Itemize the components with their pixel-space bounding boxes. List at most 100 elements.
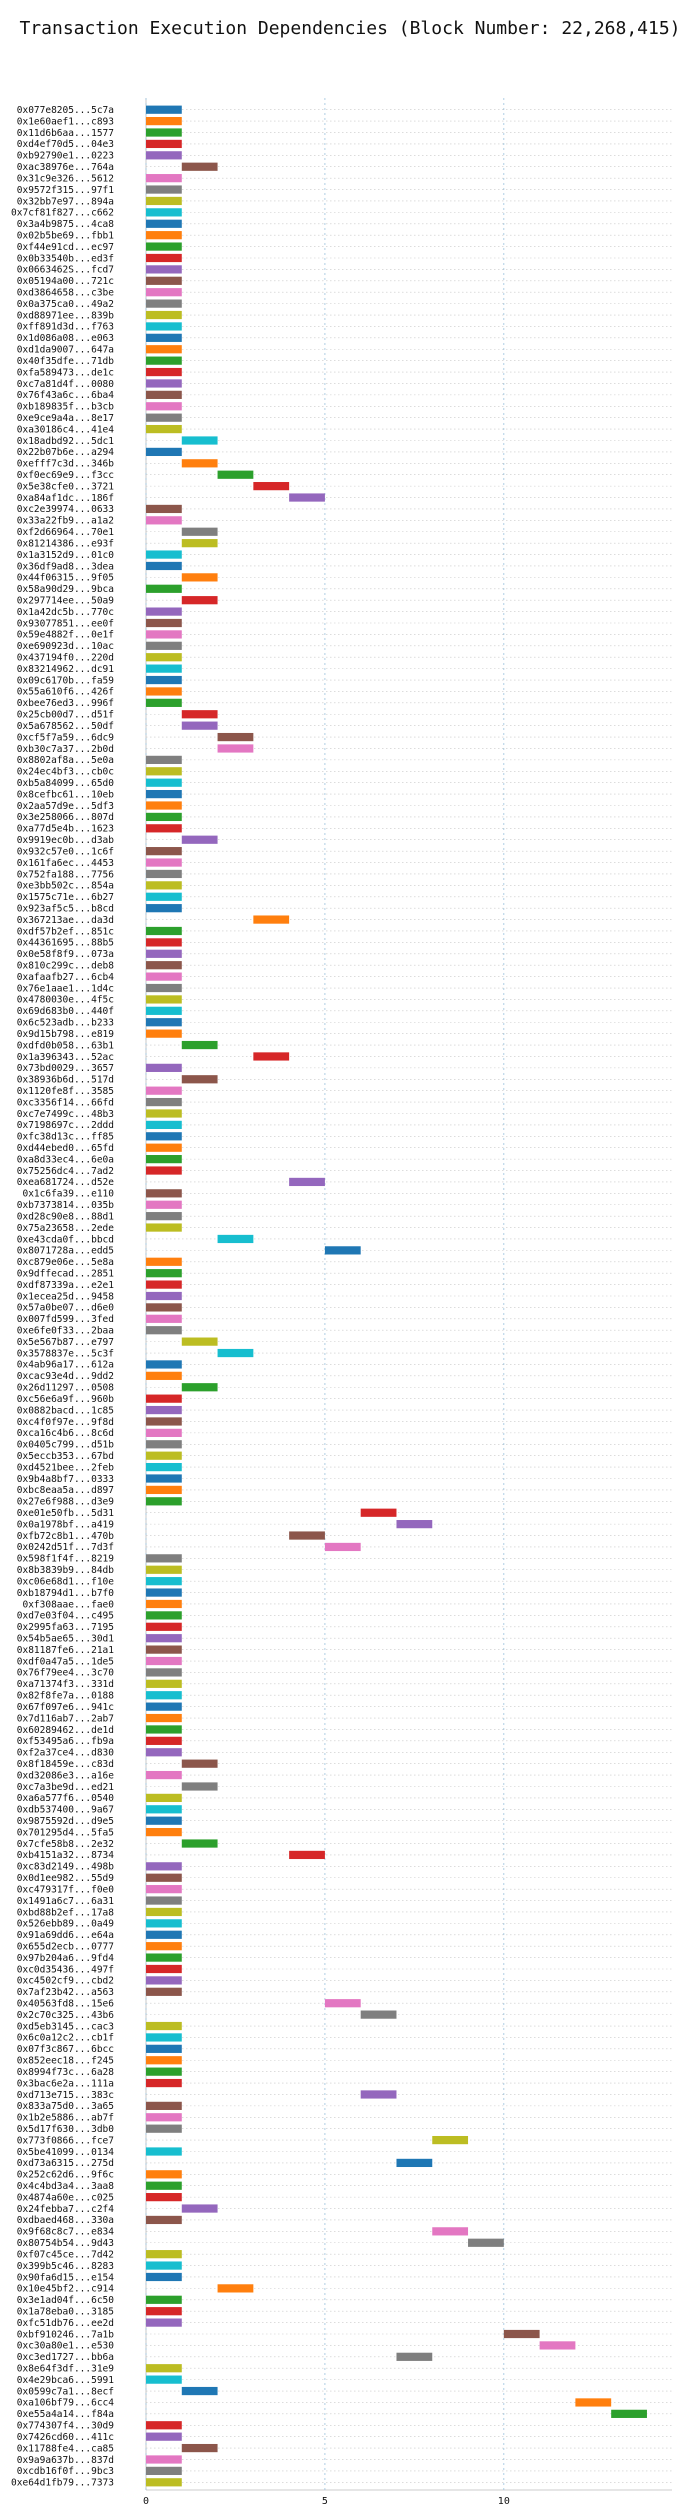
transaction-label: 0xf07c45ce...7d42 [17, 2249, 114, 2260]
dependency-bar [146, 1736, 182, 1745]
dependency-bar [146, 641, 182, 650]
dependency-bar [146, 630, 182, 639]
transaction-label: 0x3e1ad04f...6c50 [17, 2295, 115, 2306]
dependency-bar [181, 596, 218, 605]
dependency-bar [468, 2238, 504, 2247]
dependency-bar [146, 664, 182, 673]
transaction-label: 0xd4521bee...2feb [17, 1462, 115, 1473]
transaction-label: 0xa30186c4...41e4 [17, 424, 115, 435]
transaction-label: 0x297714ee...50a9 [17, 595, 115, 606]
transaction-label: 0xc0d35436...497f [17, 1964, 114, 1975]
dependency-bar [146, 2181, 182, 2190]
transaction-label: 0x0663462S...fcd7 [17, 265, 114, 276]
transaction-label: 0x02b5be69...fbb1 [17, 230, 115, 241]
dependency-bar [146, 1166, 182, 1175]
dependency-bar [181, 1075, 218, 1084]
transaction-label: 0x59e4882f...0e1f [17, 630, 114, 641]
dependency-bar [146, 1702, 182, 1711]
dependency-bar [146, 424, 182, 434]
transaction-label: 0xc3ed1727...bb6a [17, 2352, 114, 2363]
dependency-bar [146, 1428, 182, 1437]
dependency-bar [539, 2341, 576, 2350]
transaction-label: 0x1c6fa39...e110 [22, 1189, 114, 1200]
dependency-bar [146, 847, 182, 856]
dependency-bar [146, 1212, 182, 1221]
transaction-label: 0x2aa57d9e...5df3 [17, 801, 114, 812]
transaction-label: 0xfa589473...de1c [17, 367, 114, 378]
transaction-label: 0x923af5c5...b8cd [17, 903, 114, 914]
transaction-label: 0x11d6b6aa...1577 [17, 128, 114, 139]
transaction-label: 0xbd88b2ef...17a8 [17, 1907, 115, 1918]
dependency-bar [146, 892, 182, 901]
dependency-bar [396, 2158, 433, 2168]
transaction-label: 0x9919ec0b...d3ab [17, 835, 115, 846]
dependency-bar [217, 744, 254, 753]
transaction-label: 0xf2d66964...70e1 [17, 527, 115, 538]
dependency-bar [146, 1588, 182, 1597]
dependency-bar [146, 356, 182, 365]
transaction-label: 0x0b33540b...ed3f [17, 253, 114, 264]
transaction-label: 0x9a9a637b...837d [17, 2455, 114, 2466]
dependency-bar [146, 253, 182, 263]
dependency-bar [146, 242, 182, 251]
dependency-bar [146, 447, 182, 457]
dependency-bar [146, 1554, 182, 1563]
transaction-label: 0x1575c71e...6b27 [17, 892, 114, 903]
transaction-label: 0xf308aae...fae0 [22, 1599, 114, 1610]
dependency-bar [146, 1805, 182, 1814]
dependency-bar [146, 1394, 182, 1403]
dependency-bar [146, 1223, 182, 1232]
dependency-bar [217, 1234, 254, 1244]
dependency-bar [146, 972, 182, 981]
transaction-label: 0xd7e03f04...c495 [17, 1611, 114, 1622]
transaction-label: 0x1120fe8f...3585 [17, 1086, 114, 1097]
transaction-label: 0xd73a6315...275d [17, 2158, 114, 2169]
transaction-label: 0x82f8fe7a...0188 [17, 1691, 115, 1702]
dependency-bar [146, 1280, 182, 1289]
x-tick-label: 10 [498, 2496, 510, 2507]
transaction-label: 0x0a1978bf...a419 [17, 1519, 115, 1530]
transaction-label: 0x752fa188...7756 [17, 869, 115, 880]
transaction-label: 0x40563fd8...15e6 [17, 1999, 115, 2010]
dependency-bar [146, 1120, 182, 1130]
transaction-label: 0x76f43a6c...6ba4 [17, 390, 115, 401]
dependency-bar [146, 1896, 182, 1905]
transaction-label: 0x1d086a08...e063 [17, 333, 114, 344]
transaction-label: 0x58a90d29...9bca [17, 584, 114, 595]
dependency-bar [146, 1930, 182, 1939]
dependency-bar [146, 550, 182, 559]
dependency-bar [146, 1143, 182, 1152]
dependency-bar [146, 1862, 182, 1871]
transaction-label: 0x774307f4...30d9 [17, 2421, 115, 2432]
dependency-bar [146, 584, 182, 593]
dependency-bar [146, 938, 182, 947]
transaction-label: 0xf2a37ce4...d830 [17, 1748, 115, 1759]
dependency-bar [146, 322, 182, 331]
transaction-label: 0x81187fe6...21a1 [17, 1645, 115, 1656]
dependency-bar [146, 151, 182, 160]
transaction-label: 0x598f1f4f...8219 [17, 1554, 115, 1565]
dependency-bar [360, 2090, 397, 2099]
dependency-bar [146, 139, 182, 149]
transaction-label: 0x55a610f6...426f [17, 687, 114, 698]
transaction-label: 0xf53495a6...fb9a [17, 1736, 114, 1747]
dependency-bar [146, 2364, 182, 2373]
chart-title: Transaction Execution Dependencies (Bloc… [19, 18, 681, 39]
dependency-bar [146, 1417, 182, 1426]
transaction-label: 0xc479317f...f0e0 [17, 1884, 115, 1895]
dependency-bar [289, 1177, 325, 1187]
dependency-bar [146, 2021, 182, 2031]
dependency-bar [146, 2318, 182, 2327]
transaction-label: 0x3a4b9875...4ca8 [17, 219, 115, 230]
dependency-bar [146, 1793, 182, 1803]
transaction-label: 0xb92790e1...0223 [17, 151, 114, 162]
dependency-bar [146, 1474, 182, 1483]
transaction-label: 0x75256dc4...7ad2 [17, 1166, 114, 1177]
dependency-bar [181, 527, 218, 536]
transaction-label: 0xff891d3d...f763 [17, 322, 114, 333]
transaction-label: 0xcdb16f0f...9bc3 [17, 2466, 114, 2477]
transaction-label: 0xb4151a32...8734 [17, 1850, 115, 1861]
transaction-label: 0xe55a4a14...f84a [17, 2409, 114, 2420]
transaction-label: 0x8802af8a...5e0a [17, 755, 114, 766]
transaction-label: 0x33a22fb9...a1a2 [17, 516, 114, 527]
